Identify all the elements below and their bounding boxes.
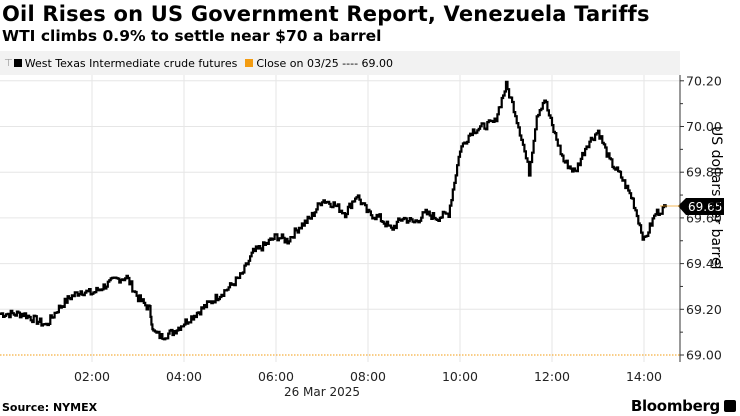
svg-text:04:00: 04:00 <box>166 369 202 384</box>
svg-text:06:00: 06:00 <box>258 369 294 384</box>
legend-item-wti: ⊤ West Texas Intermediate crude futures <box>4 57 237 70</box>
legend-swatch-wti <box>13 59 22 67</box>
x-axis-ticks: 02:00 04:00 06:00 08:00 10:00 12:00 14:00 <box>74 369 662 384</box>
legend-swatch-close <box>245 59 254 67</box>
svg-text:26 Mar 2025: 26 Mar 2025 <box>284 385 360 399</box>
svg-text:70.00: 70.00 <box>686 119 722 134</box>
series-line-wti <box>0 80 668 341</box>
svg-text:10:00: 10:00 <box>442 369 478 384</box>
legend: ⊤ West Texas Intermediate crude futures … <box>0 51 680 75</box>
svg-text:70.20: 70.20 <box>686 73 722 88</box>
svg-text:14:00: 14:00 <box>626 369 662 384</box>
legend-item-close: Close on 03/25 ---- 69.00 <box>245 57 393 70</box>
svg-text:69.65: 69.65 <box>688 200 722 214</box>
pin-icon: ⊤ <box>4 57 13 69</box>
svg-text:69.40: 69.40 <box>686 256 722 271</box>
legend-label-close: Close on 03/25 ---- 69.00 <box>256 56 394 70</box>
legend-label-wti: West Texas Intermediate crude futures <box>24 56 238 70</box>
svg-text:69.00: 69.00 <box>686 348 722 363</box>
svg-text:69.80: 69.80 <box>686 165 722 180</box>
source-note: Source: NYMEX <box>2 401 98 414</box>
svg-text:08:00: 08:00 <box>350 369 386 384</box>
svg-text:69.20: 69.20 <box>686 302 722 317</box>
bloomberg-icon <box>724 400 736 412</box>
brand-logo: Bloomberg <box>630 397 720 415</box>
chart-subtitle: WTI climbs 0.9% to settle near $70 a bar… <box>2 27 382 45</box>
last-value-label: 69.65 <box>678 198 724 215</box>
chart-title: Oil Rises on US Government Report, Venez… <box>2 2 650 26</box>
svg-text:12:00: 12:00 <box>534 369 570 384</box>
y-axis-label: US dollars per barrel <box>708 126 724 270</box>
grid-lines <box>0 75 680 362</box>
svg-text:02:00: 02:00 <box>74 369 110 384</box>
